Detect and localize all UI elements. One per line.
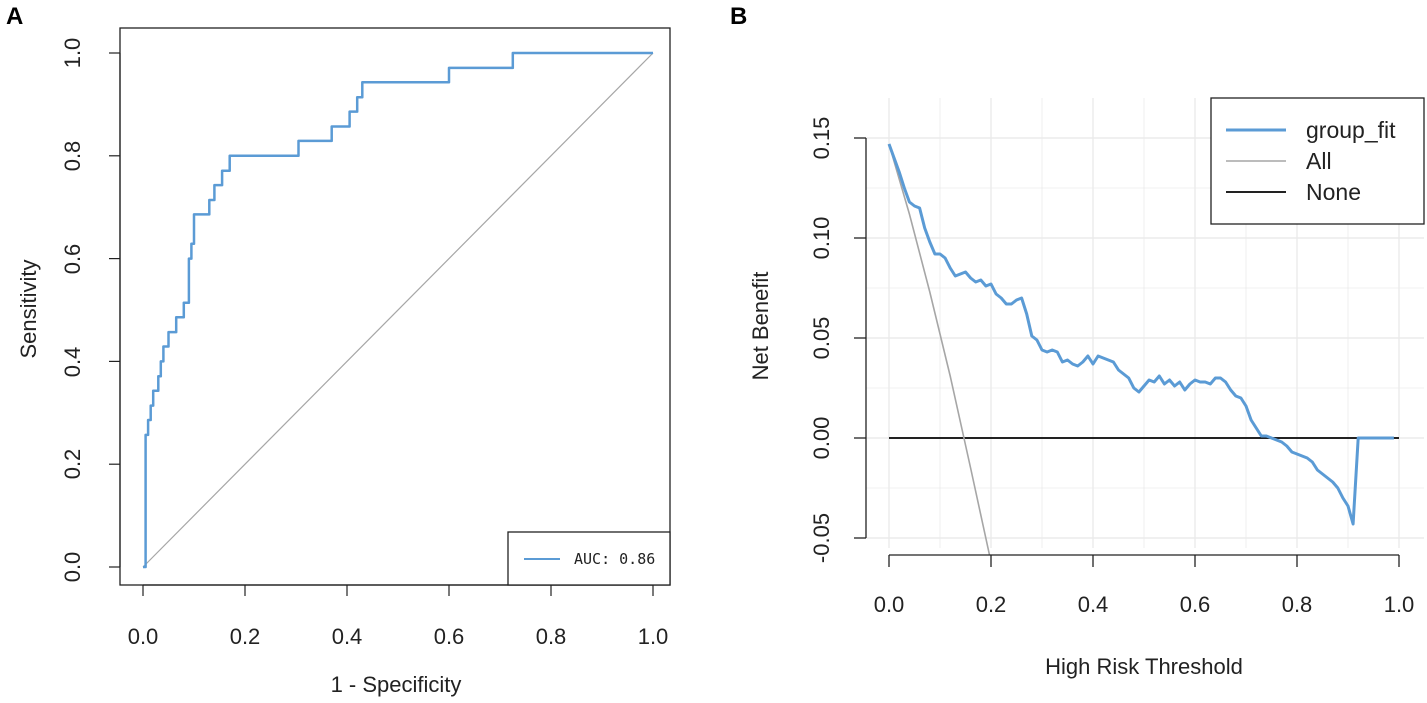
panel-a-y-tick-label: 1.0	[60, 38, 85, 69]
panel-a-x-axis	[142, 584, 654, 596]
panel-b-legend: group_fit All None	[1210, 97, 1425, 225]
panel-a-x-tick-label: 0.6	[434, 624, 465, 649]
panel-a-y-axis-label: Sensitivity	[16, 259, 41, 358]
panel-b: B 0.0 0.2 0.4 0.6 0.8 1.0 -0.05 0.00 0.0…	[730, 3, 1425, 679]
panel-b-x-tick-label: 0.8	[1282, 592, 1313, 617]
panel-a: A 0.0 0.2 0.4 0.6 0.8 1.0 0.0 0.2 0.4 0.…	[6, 3, 671, 697]
panel-b-y-tick-label: 0.00	[809, 417, 834, 460]
panel-b-x-tick-label: 0.0	[874, 592, 905, 617]
panel-b-legend-label-all: All	[1306, 148, 1332, 174]
panel-a-letter: A	[6, 3, 23, 30]
panel-b-x-tick-label: 0.6	[1180, 592, 1211, 617]
panel-a-x-tick-label: 0.2	[230, 624, 261, 649]
panel-b-group-fit-line	[887, 143, 1394, 526]
panel-b-y-axis-label: Net Benefit	[748, 272, 773, 381]
panel-a-x-tick-label: 1.0	[638, 624, 669, 649]
panel-b-y-tick-label: 0.10	[809, 217, 834, 260]
panel-a-plot-frame	[119, 27, 671, 586]
panel-a-legend-label: AUC: 0.86	[574, 550, 655, 568]
panel-b-legend-label-group-fit: group_fit	[1306, 117, 1396, 143]
panel-a-x-tick-label: 0.0	[128, 624, 159, 649]
panel-a-y-tick-label: 0.2	[60, 449, 85, 480]
panel-b-all-line	[888, 143, 991, 556]
panel-b-y-tick-label: 0.15	[809, 117, 834, 160]
panel-a-x-tick-label: 0.4	[332, 624, 363, 649]
panel-b-y-tick-label: -0.05	[809, 513, 834, 563]
panel-a-y-tick-label: 0.0	[60, 552, 85, 583]
panel-a-y-tick-label: 0.8	[60, 141, 85, 172]
panel-b-x-tick-label: 1.0	[1384, 592, 1415, 617]
panel-b-x-axis-label: High Risk Threshold	[1045, 654, 1243, 679]
panel-b-letter: B	[730, 3, 747, 30]
panel-a-reference-line	[142, 52, 654, 568]
panel-b-x-tick-label: 0.2	[976, 592, 1007, 617]
panel-b-y-tick-label: 0.05	[809, 317, 834, 360]
panel-a-y-tick-label: 0.4	[60, 347, 85, 378]
panel-b-x-tick-label: 0.4	[1078, 592, 1109, 617]
panel-a-x-tick-label: 0.8	[536, 624, 567, 649]
panel-a-y-tick-label: 0.6	[60, 244, 85, 275]
panel-a-x-axis-label: 1 - Specificity	[331, 672, 462, 697]
panel-a-roc-curve	[143, 51, 653, 569]
panel-a-y-axis	[109, 52, 121, 568]
panel-a-legend: AUC: 0.86	[507, 531, 671, 586]
panel-b-legend-label-none: None	[1306, 179, 1361, 205]
